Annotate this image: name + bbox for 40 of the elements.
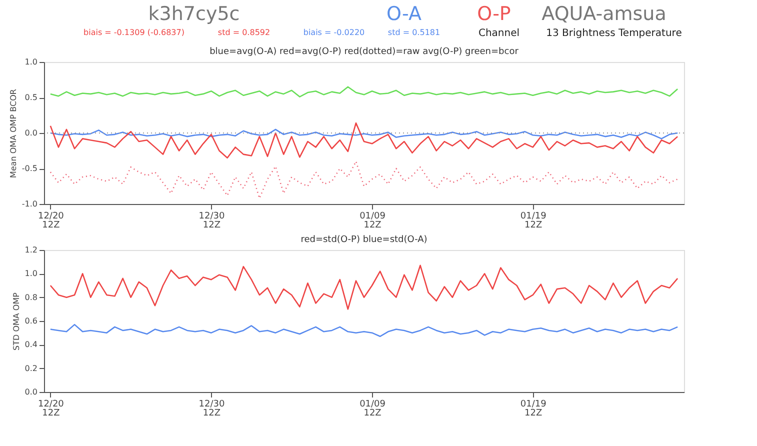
x-tick-label: 01/09 12Z bbox=[360, 400, 386, 418]
y-tick-label: 0.0 bbox=[24, 388, 38, 396]
text: biais = -0.0220 bbox=[303, 28, 365, 37]
line-series bbox=[50, 128, 678, 140]
x-tick-label: 12/20 12Z bbox=[38, 400, 64, 418]
text: biais = -0.1309 (-0.6837) bbox=[84, 28, 184, 37]
chart-title: k3h7cy5c bbox=[148, 3, 240, 25]
x-tick-label: 12/30 12Z bbox=[198, 212, 225, 230]
y-tick-label: 0.4 bbox=[24, 340, 38, 350]
y-tick-label: 0.0 bbox=[24, 128, 38, 138]
line-series bbox=[50, 122, 678, 158]
x-tick-label: 12/30 12Z bbox=[198, 400, 225, 418]
y-tick-label: 1.0 bbox=[24, 58, 38, 66]
text: Channel bbox=[478, 28, 520, 39]
text: std = 0.5181 bbox=[388, 28, 440, 37]
line-series bbox=[50, 160, 678, 199]
y-axis-title: Mean OMA OMP BCOR bbox=[8, 88, 18, 178]
y-tick-label: 0.2 bbox=[24, 364, 38, 373]
y-axis-title: STD OMA OMP bbox=[12, 292, 21, 350]
y-tick-label: 1.2 bbox=[24, 246, 38, 254]
chart-subtitle: red=std(O-P) blue=std(O-A) bbox=[300, 235, 428, 245]
text: std = 0.8592 bbox=[218, 28, 270, 37]
x-tick-label: 12/20 12Z bbox=[38, 212, 64, 230]
line-series bbox=[50, 324, 678, 338]
line-series bbox=[50, 264, 678, 310]
y-tick-label: -0.5 bbox=[22, 164, 38, 173]
x-tick-label: 01/09 12Z bbox=[360, 212, 386, 230]
y-tick-label: 0.5 bbox=[24, 93, 38, 102]
text: 13 Brightness Temperature bbox=[546, 28, 682, 39]
x-tick-label: 01/19 12Z bbox=[520, 212, 547, 230]
y-tick-label: -1.0 bbox=[22, 200, 38, 208]
line-series bbox=[50, 86, 678, 98]
y-tick-label: 0.6 bbox=[24, 316, 38, 326]
text: AQUA-amsua bbox=[542, 3, 666, 25]
chart-subtitle: blue=avg(O-A) red=avg(O-P) red(dotted)=raw avg(O-P) green=bcor bbox=[210, 47, 519, 57]
y-tick-label: 1.0 bbox=[24, 269, 38, 278]
text: O-A bbox=[386, 3, 422, 25]
y-tick-label: 0.8 bbox=[24, 292, 38, 302]
x-tick-label: 01/19 12Z bbox=[520, 400, 547, 418]
text: O-P bbox=[477, 3, 511, 25]
